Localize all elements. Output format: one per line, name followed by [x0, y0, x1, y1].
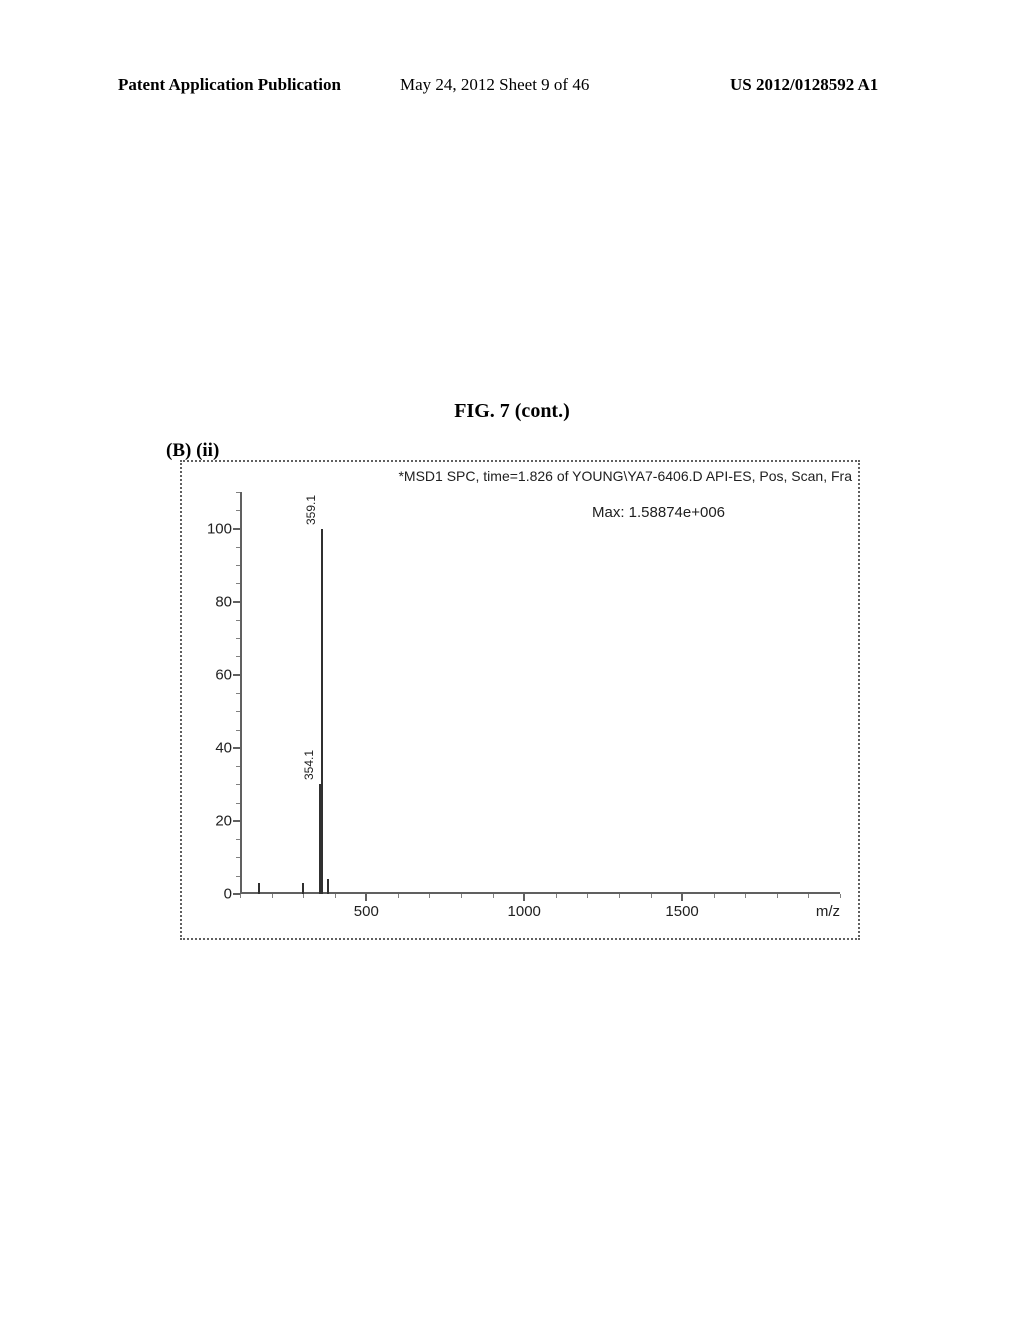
chart-y-minor-tick [236, 547, 240, 548]
chart-y-minor-tick [236, 656, 240, 657]
chart-peak [319, 784, 321, 894]
chart-y-tick-label: 0 [200, 886, 232, 903]
chart-x-minor-tick [303, 894, 304, 898]
figure-title: FIG. 7 (cont.) [0, 400, 1024, 423]
chart-x-minor-tick [651, 894, 652, 898]
mass-spectrum-chart: *MSD1 SPC, time=1.826 of YOUNG\YA7-6406.… [180, 460, 860, 940]
chart-x-minor-tick [745, 894, 746, 898]
chart-y-tick [233, 893, 240, 895]
chart-x-axis [240, 892, 840, 894]
header-left: Patent Application Publication [118, 75, 341, 95]
chart-x-minor-tick [429, 894, 430, 898]
chart-x-unit-label: m/z [816, 903, 840, 920]
chart-y-minor-tick [236, 510, 240, 511]
chart-x-minor-tick [461, 894, 462, 898]
chart-y-axis [240, 492, 242, 894]
chart-y-minor-tick [236, 766, 240, 767]
chart-x-minor-tick [587, 894, 588, 898]
chart-y-minor-tick [236, 839, 240, 840]
chart-x-tick-label: 1500 [665, 903, 698, 920]
chart-y-tick-label: 40 [200, 739, 232, 756]
chart-peak [302, 883, 304, 894]
chart-y-tick-label: 100 [200, 520, 232, 537]
chart-x-minor-tick [556, 894, 557, 898]
chart-y-minor-tick [236, 638, 240, 639]
chart-x-minor-tick [240, 894, 241, 898]
chart-x-tick [365, 894, 367, 901]
chart-x-minor-tick [272, 894, 273, 898]
chart-y-tick [233, 601, 240, 603]
chart-x-minor-tick [777, 894, 778, 898]
chart-y-minor-tick [236, 857, 240, 858]
chart-peak [327, 879, 329, 894]
header-right: US 2012/0128592 A1 [730, 75, 878, 95]
chart-y-minor-tick [236, 876, 240, 877]
chart-y-tick [233, 820, 240, 822]
chart-y-minor-tick [236, 784, 240, 785]
chart-peak [258, 883, 260, 894]
chart-y-minor-tick [236, 711, 240, 712]
chart-x-minor-tick [398, 894, 399, 898]
chart-x-minor-tick [714, 894, 715, 898]
chart-plot-area: m/z 02040608010050010001500359.1354.1 [240, 492, 840, 894]
chart-peak-label: 354.1 [302, 750, 316, 780]
chart-x-minor-tick [840, 894, 841, 898]
chart-y-tick [233, 528, 240, 530]
chart-x-minor-tick [808, 894, 809, 898]
chart-y-tick-label: 60 [200, 666, 232, 683]
chart-x-tick [681, 894, 683, 901]
chart-y-minor-tick [236, 565, 240, 566]
chart-peak-label: 359.1 [304, 495, 318, 525]
figure-panel-label: (B) (ii) [166, 440, 219, 462]
chart-y-minor-tick [236, 730, 240, 731]
chart-y-minor-tick [236, 693, 240, 694]
chart-y-tick-label: 20 [200, 812, 232, 829]
chart-y-tick [233, 747, 240, 749]
chart-x-minor-tick [619, 894, 620, 898]
chart-x-minor-tick [493, 894, 494, 898]
chart-y-tick [233, 674, 240, 676]
chart-x-tick [523, 894, 525, 901]
chart-y-minor-tick [236, 803, 240, 804]
chart-y-tick-label: 80 [200, 593, 232, 610]
chart-source-title: *MSD1 SPC, time=1.826 of YOUNG\YA7-6406.… [398, 468, 852, 484]
chart-y-minor-tick [236, 492, 240, 493]
chart-x-minor-tick [335, 894, 336, 898]
header-center: May 24, 2012 Sheet 9 of 46 [400, 75, 589, 95]
chart-x-tick-label: 500 [354, 903, 379, 920]
chart-x-tick-label: 1000 [508, 903, 541, 920]
chart-y-minor-tick [236, 620, 240, 621]
chart-y-minor-tick [236, 583, 240, 584]
